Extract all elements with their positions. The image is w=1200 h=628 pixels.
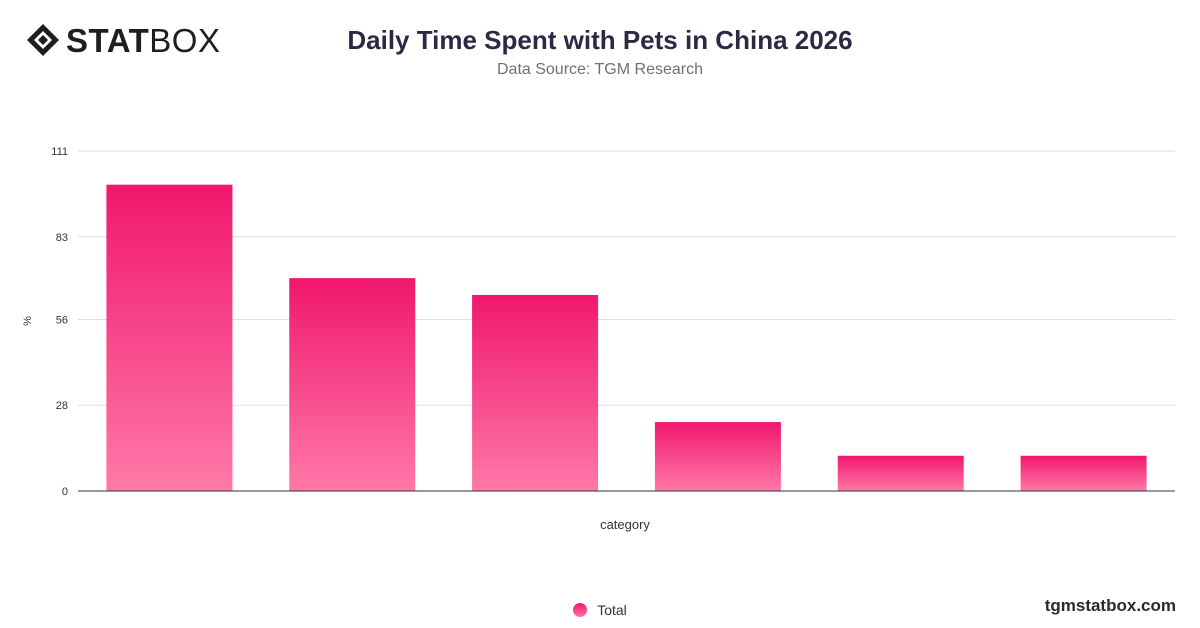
logo-text-bold: STAT (66, 21, 150, 59)
logo-text-light: BOX (149, 21, 221, 59)
y-axis-label: % (22, 316, 34, 326)
bar (472, 294, 599, 491)
bar (837, 455, 964, 491)
y-tick-label: 56 (56, 314, 68, 326)
footer-site: tgmstatbox.com (1044, 596, 1176, 615)
y-tick-label: 83 (56, 232, 68, 244)
chart-title: Daily Time Spent with Pets in China 2026 (347, 25, 853, 55)
legend-swatch (573, 603, 588, 617)
bar (289, 278, 416, 491)
statbox-diamond-icon (27, 24, 59, 56)
y-tick-label: 111 (51, 146, 68, 158)
bar (106, 184, 233, 491)
y-tick-label: 28 (56, 400, 68, 412)
legend: Total (0, 602, 1200, 618)
logo-wordmark: STATBOX (66, 24, 220, 57)
statbox-logo: STATBOX (26, 22, 220, 58)
y-tick-label: 0 (62, 486, 68, 498)
chart-subtitle: Data Source: TGM Research (496, 61, 703, 78)
bars (106, 184, 1147, 491)
bar (654, 422, 781, 491)
legend-label: Total (597, 602, 627, 618)
bar (1020, 455, 1147, 491)
y-axis-ticks: 0 28 56 83 111 (51, 146, 68, 498)
x-axis-label: category (600, 517, 650, 532)
gridlines (78, 150, 1175, 406)
